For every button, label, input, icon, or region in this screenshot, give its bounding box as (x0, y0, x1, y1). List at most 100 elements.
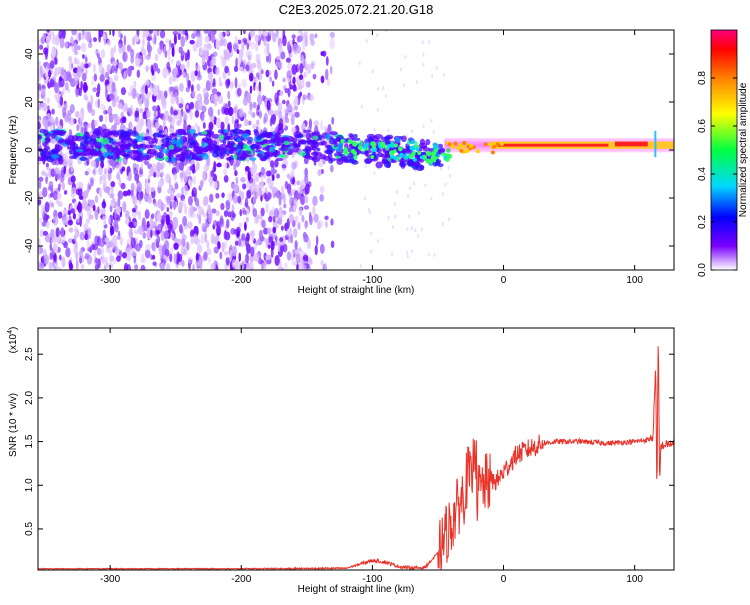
spectrogram-cell (42, 32, 46, 40)
spectrogram-cell (54, 57, 58, 65)
spectrogram-cell (302, 148, 311, 152)
spectrogram-cell (195, 259, 201, 267)
spectrogram-cell (179, 224, 183, 234)
spectrogram-cell (417, 150, 422, 156)
spectrogram-cell (222, 138, 227, 145)
spectrogram-cell (379, 154, 389, 158)
spectrogram-cell (195, 64, 201, 72)
spectrogram-cell (165, 38, 170, 44)
spectrogram-cell (64, 41, 69, 48)
spectrogram-cell (293, 247, 300, 255)
spectrogram-cell (219, 143, 228, 150)
spectrogram-cell (382, 86, 385, 91)
spectrogram-cell (74, 240, 78, 250)
spectrogram-cell (263, 138, 268, 143)
spectrogram-cell (246, 261, 252, 270)
spectrogram-cell (197, 40, 202, 48)
spectrogram-cell (281, 164, 287, 169)
snr-y-axis-label: SNR (10 * v/v) (8, 393, 19, 457)
spectrogram-cell (75, 259, 79, 270)
spectrogram-cell (140, 163, 144, 170)
spectrogram-cell (102, 215, 108, 221)
spectrogram-cell (171, 46, 175, 57)
spectrogram-cell (121, 44, 126, 54)
spectrogram-cell (192, 133, 198, 137)
spectrogram-cell (359, 263, 362, 268)
spectrogram-cell (263, 258, 267, 270)
spectrogram-cell (284, 262, 288, 270)
spectrogram-cell (38, 176, 44, 182)
spectrogram-cell (305, 81, 311, 88)
spectrogram-cell (76, 182, 82, 190)
spectrogram-cell (211, 133, 220, 139)
spectrogram-cell (122, 201, 127, 213)
spectrogram-cell (153, 172, 157, 178)
spectrogram-cell (173, 33, 177, 45)
spectrogram-cell (231, 259, 237, 269)
spectrogram-cell (311, 144, 317, 151)
spectrogram-cell (83, 123, 88, 134)
spectrogram-cell (98, 187, 103, 198)
spectrogram-cell (41, 137, 46, 143)
spectrogram-cell (301, 77, 305, 89)
spectrogram-cell (58, 201, 63, 208)
spectrogram-cell (182, 155, 192, 159)
y-tick-label: 0 (24, 147, 35, 153)
spectrogram-cell (84, 254, 89, 260)
spectrogram-cell (432, 142, 438, 147)
spectrogram-cell (298, 30, 302, 36)
spectrogram-cell (50, 154, 60, 159)
spectrogram-cell (67, 238, 74, 244)
spectrogram-cell (62, 209, 69, 214)
spectrogram-cell (90, 94, 94, 106)
spectrogram-cell (202, 172, 206, 184)
spectrogram-cell (44, 201, 50, 213)
spectrogram-cell (57, 192, 62, 200)
spectrogram-cell (213, 161, 217, 173)
spectrogram-cell (91, 75, 95, 86)
spectrogram-cell (431, 74, 434, 79)
spectrogram-cell (253, 130, 260, 136)
spectrogram-cell (253, 215, 258, 225)
spectrogram-cell (227, 78, 231, 87)
spectrogram-cell (71, 187, 76, 194)
spectrogram-cell (46, 97, 50, 104)
spectrogram-cell (282, 118, 286, 129)
spectrogram-cell (133, 229, 139, 235)
spectrogram-cell (130, 237, 136, 249)
spectrogram-cell (286, 103, 292, 112)
snr-y-multiplier-base: (x10 (8, 333, 19, 353)
spectrogram-cell (403, 83, 406, 88)
spectrogram-cell (214, 67, 220, 76)
spectrogram-cell (102, 229, 106, 240)
spectrogram-cell (228, 147, 238, 152)
spectrogram-cell (60, 66, 65, 79)
spectrogram-cell (120, 182, 126, 190)
spectrogram-cell (38, 199, 42, 205)
spectrogram-cell (136, 144, 142, 150)
spectrogram-cell (312, 135, 319, 140)
spectrogram-cell (411, 225, 414, 230)
spectrogram-cell (312, 73, 317, 80)
spectrogram-cell (175, 138, 184, 146)
spectrogram-cell (125, 210, 130, 220)
spectrogram-cell (126, 247, 131, 252)
spectrogram-cell (68, 129, 73, 136)
spectrogram-cell (218, 147, 228, 154)
spectrogram-cell (298, 207, 303, 216)
spectrogram-cell (298, 74, 304, 81)
spectrogram-cell (120, 111, 124, 119)
spectrogram-cell (166, 262, 171, 270)
spectrogram-cell (447, 142, 452, 147)
spectrogram-cell (238, 252, 242, 262)
spectrogram-cell (464, 149, 469, 154)
spectrogram-cell (74, 42, 77, 53)
spectrogram-cell (406, 227, 409, 232)
spectrogram-cell (305, 132, 311, 140)
spectrogram-cell (109, 93, 115, 101)
spectrogram-cell (101, 201, 107, 209)
spectrogram-cell (93, 249, 97, 258)
spectrogram-cell (157, 180, 162, 188)
spectrogram-cell (342, 149, 349, 155)
spectrogram-cell (244, 221, 247, 231)
